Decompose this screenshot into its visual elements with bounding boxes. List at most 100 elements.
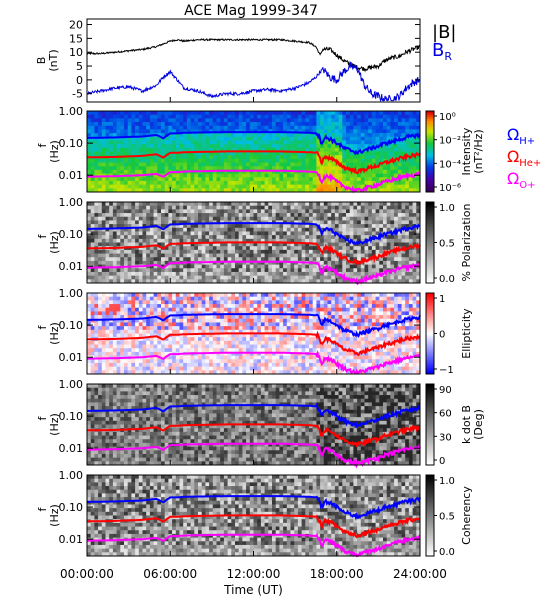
- spectrogram-cell: [331, 227, 336, 232]
- spectrogram-cell: [101, 162, 106, 167]
- spectrogram-cell: [105, 125, 110, 130]
- spectrogram-cell: [198, 370, 203, 375]
- spectrogram-cell: [94, 348, 99, 353]
- spectrogram-cell: [112, 268, 117, 273]
- spectrogram-cell: [183, 227, 188, 232]
- spectrogram-cell: [257, 173, 262, 178]
- spectrogram-cell: [127, 271, 132, 277]
- spectrogram-cell: [164, 118, 169, 123]
- spectrogram-cell: [149, 311, 154, 316]
- spectrogram-cell: [127, 122, 132, 127]
- spectrogram-cell: [216, 242, 221, 247]
- spectrogram-cell: [205, 318, 210, 323]
- spectrogram-cell: [105, 136, 110, 141]
- spectrogram-cell: [279, 235, 284, 240]
- spectrogram-cell: [131, 275, 136, 280]
- spectrogram-cell: [209, 216, 214, 221]
- spectrogram-cell: [286, 188, 291, 193]
- spectrogram-cell: [146, 129, 151, 134]
- spectrogram-cell: [242, 144, 247, 149]
- spectrogram-cell: [301, 213, 306, 218]
- spectrogram-cell: [161, 304, 166, 309]
- spectrogram-cell: [231, 122, 236, 127]
- spectrogram-cell: [279, 184, 284, 189]
- spectrogram-cell: [312, 184, 317, 189]
- spectrogram-cell: [168, 362, 173, 368]
- spectrogram-cell: [327, 169, 332, 174]
- spectrogram-cell: [212, 337, 217, 342]
- spectrogram-cell: [223, 348, 228, 353]
- spectrogram-cell: [101, 307, 106, 312]
- spectrogram-cell: [109, 340, 114, 345]
- spectrogram-cell: [386, 188, 391, 193]
- spectrogram-cell: [116, 344, 121, 349]
- spectrogram-cell: [334, 224, 339, 229]
- spectrogram-cell: [120, 333, 125, 338]
- spectrogram-cell: [238, 238, 243, 243]
- spectrogram-cell: [120, 220, 125, 225]
- spectrogram-cell: [116, 122, 121, 127]
- spectrogram-cell: [183, 370, 188, 375]
- spectrogram-cell: [164, 348, 169, 353]
- spectrogram-cell: [131, 253, 136, 258]
- spectrogram-cell: [327, 231, 332, 236]
- spectrogram-cell: [264, 231, 269, 236]
- spectrogram-cell: [346, 122, 351, 127]
- spectrogram-cell: [175, 344, 180, 349]
- spectrogram-cell: [101, 184, 106, 189]
- spectrogram-cell: [142, 231, 147, 236]
- spectrogram-cell: [349, 257, 354, 262]
- spectrogram-cell: [346, 180, 351, 186]
- spectrogram-cell: [190, 355, 195, 360]
- spectrogram-cell: [390, 249, 395, 254]
- spectrogram-cell: [138, 224, 143, 229]
- spectrogram-cell: [301, 205, 306, 210]
- spectrogram-cell: [286, 209, 291, 214]
- spectrogram-cell: [157, 158, 162, 163]
- spectrogram-cell: [264, 166, 269, 171]
- spectrogram-cell: [101, 224, 106, 229]
- spectrogram-cell: [94, 366, 99, 371]
- spectrogram-cell: [268, 253, 273, 258]
- spectrogram-cell: [235, 166, 240, 171]
- spectrogram-cell: [212, 114, 217, 119]
- spectrogram-cell: [216, 271, 221, 277]
- spectrogram-cell: [323, 260, 328, 265]
- spectrogram-cell: [216, 166, 221, 171]
- spectrogram-cell: [201, 227, 206, 232]
- spectrogram-cell: [198, 220, 203, 225]
- spectrogram-cell: [331, 279, 336, 284]
- colorbar-cell: [426, 159, 434, 163]
- spectrogram-cell: [397, 264, 402, 269]
- spectrogram-cell: [257, 111, 262, 116]
- spectrogram-cell: [183, 242, 188, 247]
- spectrogram-cell: [212, 166, 217, 171]
- spectrogram-cell: [290, 158, 295, 163]
- spectrogram-cell: [201, 366, 206, 371]
- spectrogram-cell: [353, 253, 358, 258]
- spectrogram-cell: [127, 249, 132, 254]
- spectrogram-cell: [90, 242, 95, 247]
- spectrogram-cell: [383, 202, 388, 207]
- spectrogram-cell: [135, 257, 140, 262]
- spectrogram-cell: [183, 253, 188, 258]
- spectrogram-cell: [357, 249, 362, 254]
- spectrogram-cell: [168, 271, 173, 277]
- colorbar-cell: [426, 153, 434, 157]
- spectrogram-cell: [305, 180, 310, 186]
- spectrogram-cell: [286, 268, 291, 273]
- spectrogram-cell: [412, 188, 417, 193]
- spectrogram-cell: [401, 144, 406, 149]
- spectrogram-cell: [312, 268, 317, 273]
- spectrogram-cell: [98, 140, 103, 145]
- spectrogram-cell: [105, 326, 110, 331]
- spectrogram-cell: [186, 275, 191, 280]
- spectrogram-cell: [279, 177, 284, 182]
- spectrogram-cell: [157, 238, 162, 243]
- spectrogram-cell: [264, 264, 269, 269]
- spectrogram-cell: [146, 216, 151, 221]
- spectrogram-cell: [294, 257, 299, 262]
- spectrogram-cell: [331, 220, 336, 225]
- spectrogram-cell: [186, 111, 191, 116]
